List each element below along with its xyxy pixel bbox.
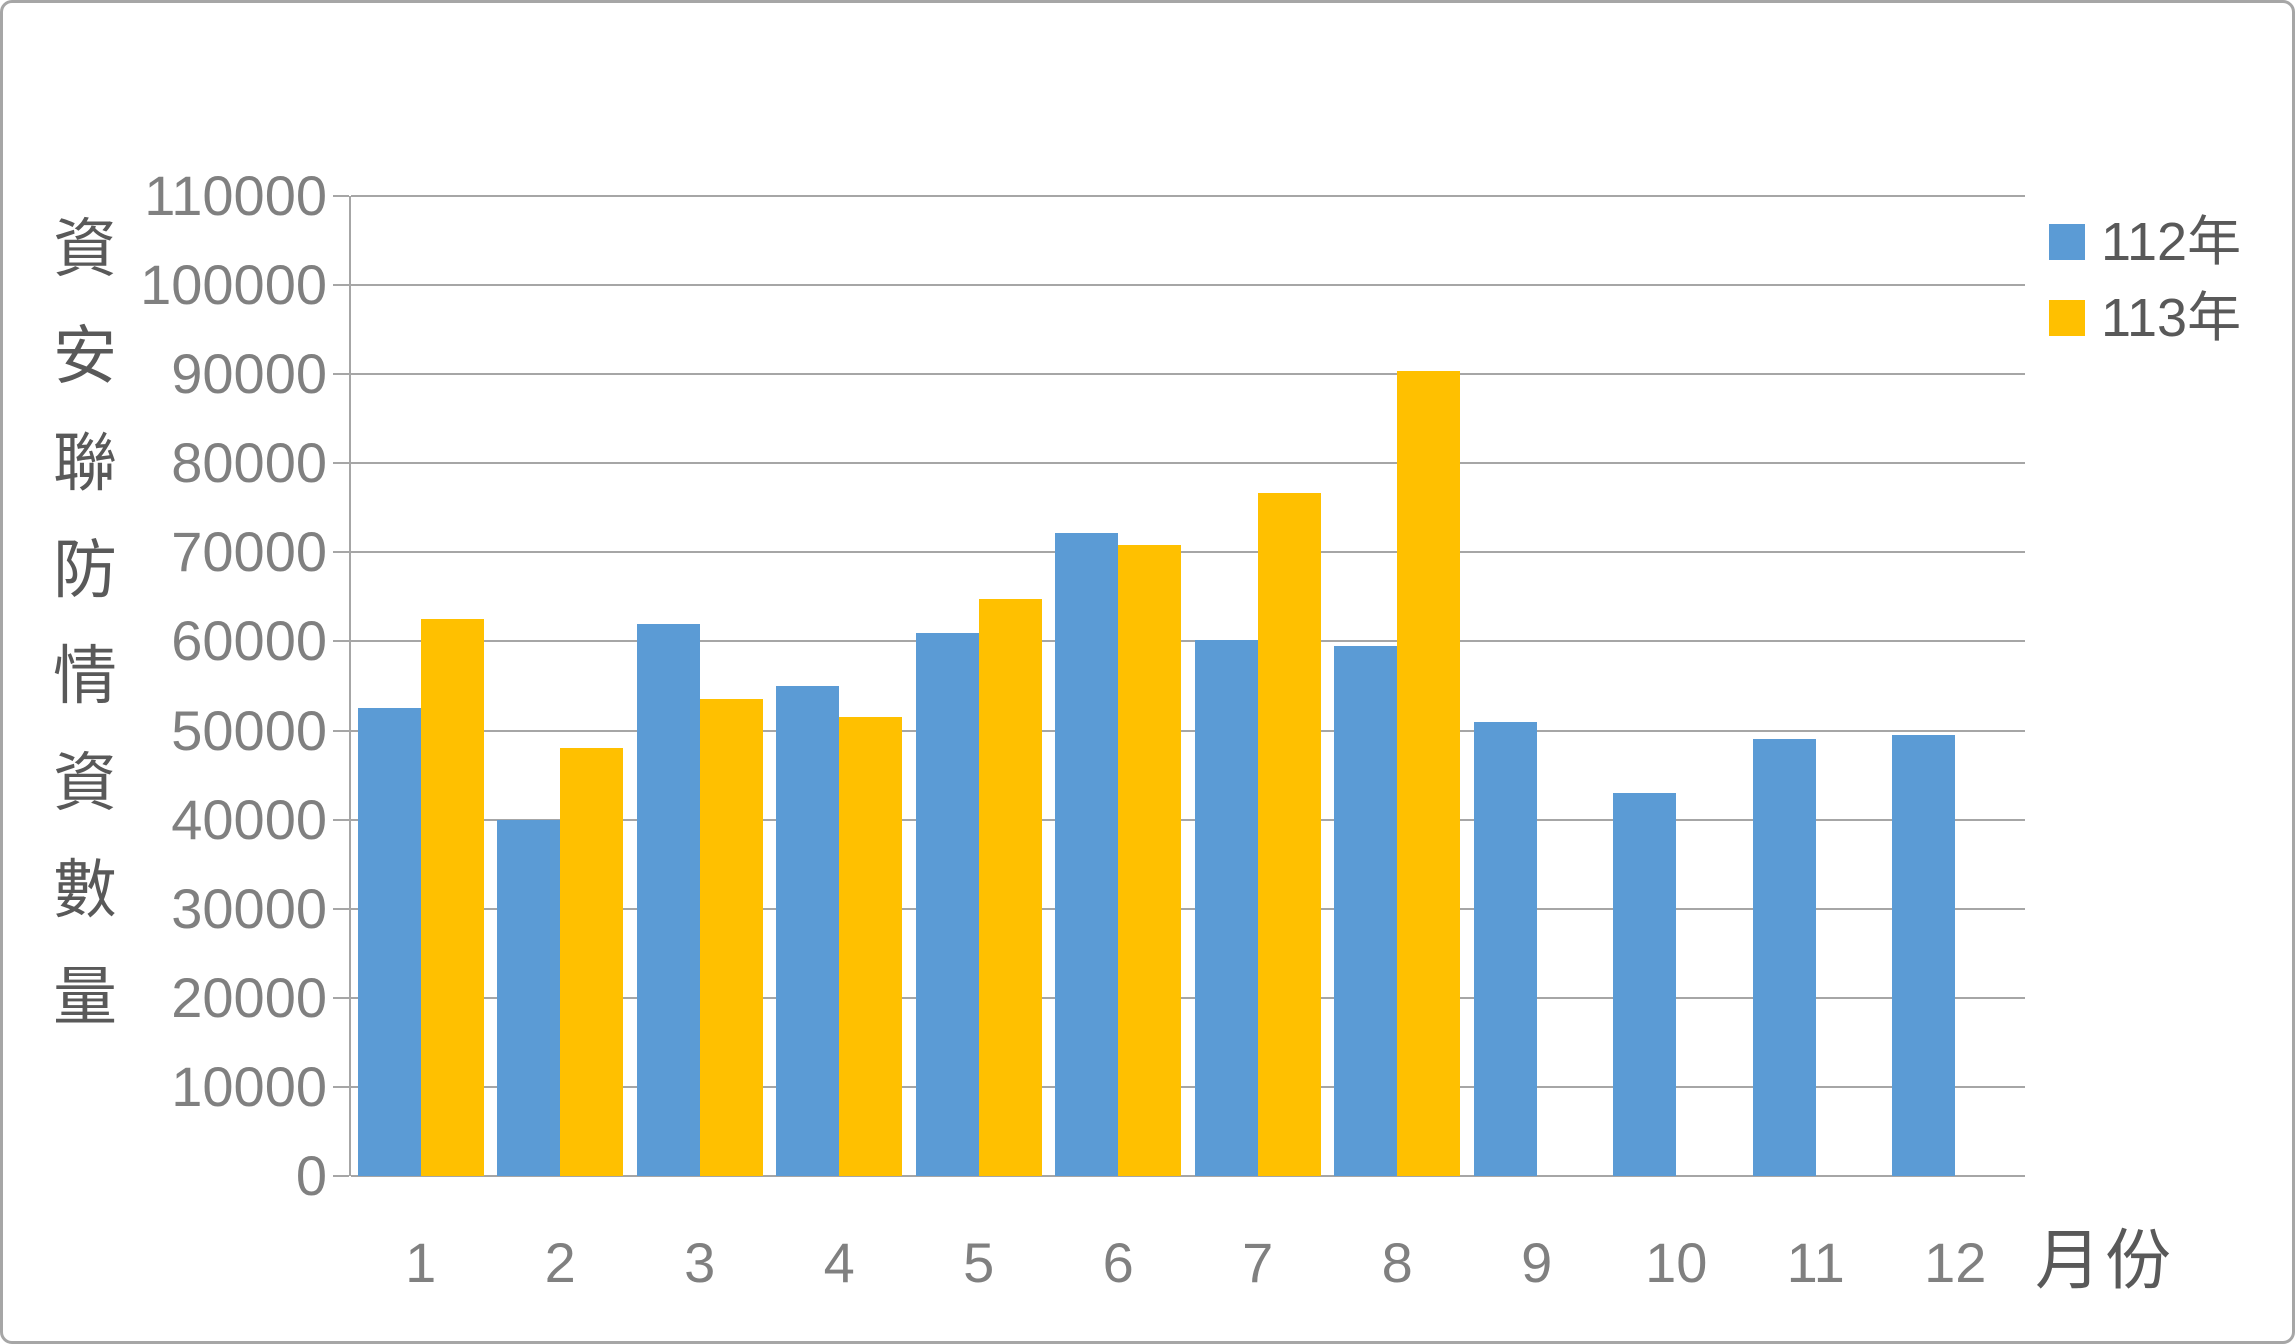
y-tick-label: 10000 bbox=[171, 1054, 327, 1118]
y-axis-title-char: 數 bbox=[53, 854, 117, 927]
gridline-y-50000 bbox=[351, 729, 2025, 732]
bar-112年-month-10 bbox=[1613, 792, 1677, 1176]
gridline-y-110000 bbox=[351, 195, 2025, 197]
x-tick-label: 6 bbox=[1102, 1231, 1134, 1294]
y-tick-mark bbox=[333, 907, 349, 910]
y-tick-mark bbox=[333, 818, 349, 821]
legend-item-113年: 113年 bbox=[2049, 291, 2241, 345]
y-axis-title-char: 防 bbox=[53, 533, 117, 606]
y-tick-mark bbox=[333, 462, 349, 465]
bar-113年-month-6 bbox=[1118, 545, 1182, 1176]
x-axis-title: 月份 bbox=[2035, 1223, 2175, 1297]
y-tick-label: 100000 bbox=[140, 253, 327, 317]
legend: 112年 113年 bbox=[2049, 215, 2241, 345]
y-tick-mark bbox=[333, 729, 349, 732]
y-tick-mark bbox=[333, 284, 349, 287]
x-tick-label: 12 bbox=[1924, 1231, 1987, 1294]
bar-112年-month-9 bbox=[1473, 721, 1537, 1176]
plot-area bbox=[349, 195, 2025, 1177]
y-tick-mark bbox=[333, 996, 349, 999]
x-tick-label: 2 bbox=[544, 1231, 576, 1294]
legend-swatch-icon bbox=[2049, 224, 2085, 260]
x-tick-label: 4 bbox=[823, 1231, 855, 1294]
y-axis-line bbox=[349, 196, 351, 1176]
y-tick-label: 40000 bbox=[171, 787, 327, 851]
y-tick-label: 30000 bbox=[171, 876, 327, 940]
y-tick-mark bbox=[333, 195, 349, 197]
gridline-y-70000 bbox=[351, 551, 2025, 554]
y-tick-mark bbox=[333, 551, 349, 554]
y-axis-title-char: 量 bbox=[53, 960, 117, 1033]
bar-113年-month-3 bbox=[699, 699, 763, 1176]
gridline-y-60000 bbox=[351, 640, 2025, 643]
bar-113年-month-1 bbox=[420, 619, 484, 1176]
bar-112年-month-6 bbox=[1055, 532, 1119, 1176]
gridline-y-0 bbox=[351, 1175, 2025, 1177]
x-tick-label: 11 bbox=[1786, 1231, 1845, 1294]
y-tick-mark bbox=[333, 1175, 349, 1177]
x-tick-label: 1 bbox=[405, 1231, 437, 1294]
bar-112年-month-4 bbox=[776, 686, 840, 1176]
x-tick-label: 3 bbox=[684, 1231, 716, 1294]
bar-112年-month-11 bbox=[1752, 739, 1816, 1176]
bar-112年-month-2 bbox=[497, 819, 561, 1176]
y-tick-label: 110000 bbox=[144, 164, 327, 227]
y-axis-title-char: 資 bbox=[53, 747, 117, 820]
gridline-y-90000 bbox=[351, 373, 2025, 376]
y-tick-mark bbox=[333, 1085, 349, 1088]
y-axis-title-char: 情 bbox=[53, 640, 117, 713]
gridline-y-80000 bbox=[351, 462, 2025, 465]
gridline-y-100000 bbox=[351, 284, 2025, 287]
y-axis-title-char: 資 bbox=[53, 213, 117, 285]
y-tick-label: 50000 bbox=[171, 698, 327, 762]
legend-item-112年: 112年 bbox=[2049, 215, 2241, 269]
x-tick-label: 9 bbox=[1521, 1231, 1553, 1294]
gridline-y-30000 bbox=[351, 907, 2025, 910]
x-tick-label: 7 bbox=[1242, 1231, 1274, 1294]
y-tick-mark bbox=[333, 373, 349, 376]
bar-113年-month-7 bbox=[1257, 492, 1321, 1176]
y-tick-label: 20000 bbox=[171, 965, 327, 1029]
bar-113年-month-5 bbox=[978, 598, 1042, 1176]
x-tick-label: 5 bbox=[963, 1231, 995, 1294]
bar-113年-month-4 bbox=[839, 717, 903, 1176]
bar-113年-month-2 bbox=[560, 748, 624, 1176]
bar-112年-month-12 bbox=[1892, 735, 1956, 1176]
y-axis-title-char: 安 bbox=[53, 319, 117, 392]
legend-label: 113年 bbox=[2101, 288, 2242, 348]
legend-swatch-icon bbox=[2049, 300, 2085, 336]
y-axis-title: 資安聯防情資數量 bbox=[25, 217, 145, 1029]
gridline-y-20000 bbox=[351, 996, 2025, 999]
y-tick-label: 80000 bbox=[171, 431, 327, 495]
x-tick-label: 10 bbox=[1645, 1231, 1708, 1294]
y-axis-title-char: 聯 bbox=[53, 426, 117, 499]
bar-112年-month-5 bbox=[915, 632, 979, 1176]
bar-113年-month-8 bbox=[1397, 370, 1461, 1176]
x-tick-label: 8 bbox=[1381, 1231, 1413, 1294]
bar-112年-month-7 bbox=[1194, 639, 1258, 1176]
bar-112年-month-8 bbox=[1334, 645, 1398, 1176]
bar-112年-month-3 bbox=[636, 623, 700, 1176]
gridline-y-10000 bbox=[351, 1085, 2025, 1088]
gridline-y-40000 bbox=[351, 818, 2025, 821]
legend-label: 112年 bbox=[2101, 212, 2242, 272]
y-tick-label: 70000 bbox=[171, 520, 327, 584]
y-tick-label: 90000 bbox=[171, 342, 327, 406]
y-tick-mark bbox=[333, 640, 349, 643]
y-tick-label: 60000 bbox=[171, 609, 327, 673]
bar-112年-month-1 bbox=[357, 708, 421, 1176]
y-tick-label: 0 bbox=[295, 1144, 327, 1207]
